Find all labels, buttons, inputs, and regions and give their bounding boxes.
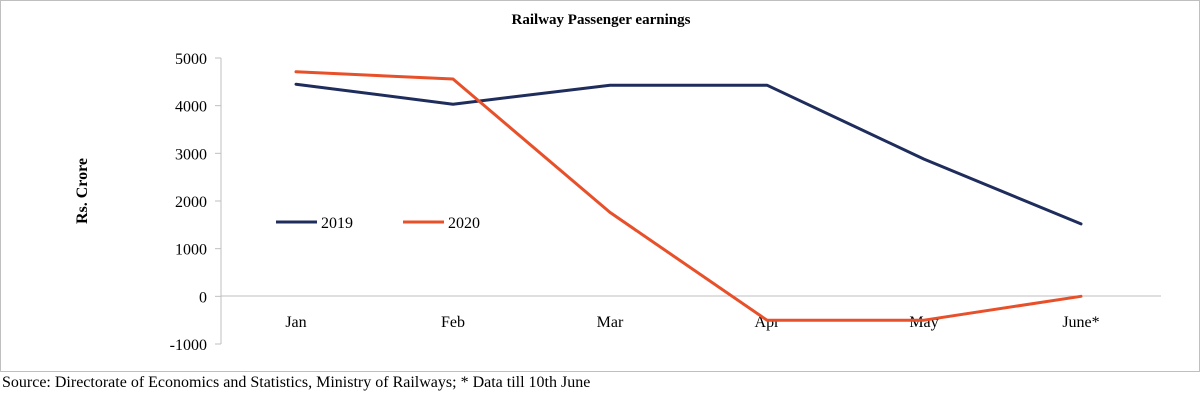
line-chart: Railway Passenger earnings Rs. Crore 500…: [74, 12, 1161, 354]
y-tick-label: 5000: [175, 51, 207, 68]
series-line-2019: [294, 82, 1083, 226]
chart-title: Railway Passenger earnings: [512, 12, 691, 28]
legend-label-2019: 2019: [321, 215, 353, 232]
series-line-2020: [294, 70, 1083, 322]
x-tick-label: Feb: [441, 314, 465, 331]
series-lines: [294, 70, 1083, 322]
legend: 2019 2020: [276, 215, 480, 232]
x-tick-label: Apr: [755, 314, 781, 331]
x-tick-label: May: [909, 314, 938, 331]
y-axis-label: Rs. Crore: [74, 158, 91, 224]
source-note: Source: Directorate of Economics and Sta…: [2, 374, 591, 391]
y-tick-label: 3000: [175, 146, 207, 163]
legend-label-2020: 2020: [448, 215, 480, 232]
y-tick-label: -1000: [170, 337, 207, 354]
x-tick-labels: Jan Feb Mar Apr May June*: [285, 314, 1099, 331]
x-tick-label: Mar: [597, 314, 624, 331]
x-tick-label: June*: [1062, 314, 1099, 331]
y-tick-label: 4000: [175, 99, 207, 116]
x-tick-label: Jan: [285, 314, 306, 331]
chart-frame: Railway Passenger earnings Rs. Crore 500…: [0, 0, 1200, 372]
y-tick-label: 0: [199, 289, 207, 306]
y-tick-label: 2000: [175, 194, 207, 211]
y-tick-label: 1000: [175, 242, 207, 259]
y-tick-labels: 5000 4000 3000 2000 1000 0 -1000: [170, 51, 221, 354]
